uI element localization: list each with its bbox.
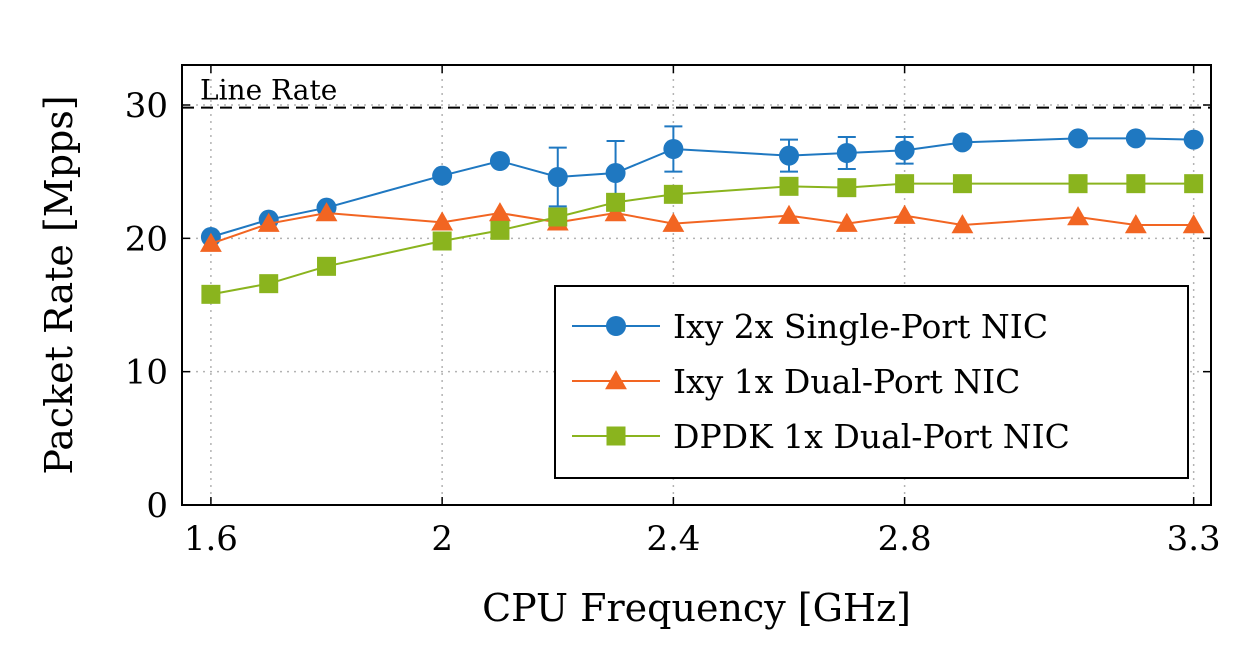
data-point-square [432,231,452,251]
y-tick-label: 20 [125,219,168,259]
data-point-triangle [431,211,454,231]
data-point-square [548,207,568,227]
series-2 [199,202,1205,252]
data-point-triangle [835,212,858,232]
data-point-square [606,192,626,212]
line-rate-label: Line Rate [200,74,337,107]
legend: Ixy 2x Single-Port NIC Ixy 1x Dual-Port N… [554,285,1189,479]
x-tick-label: 2 [431,519,453,559]
data-point-triangle [1067,206,1089,226]
data-point-square [1068,174,1088,194]
data-point-triangle [489,202,511,222]
data-point-circle [663,139,684,159]
x-tick-label: 2.8 [878,519,932,559]
data-point-triangle [662,212,685,232]
data-point-square [837,178,857,198]
data-point-circle [836,143,857,163]
data-point-square [952,174,972,194]
data-point-circle [1068,128,1089,149]
data-point-square [259,274,279,294]
data-point-circle [605,163,626,183]
x-tick-label: 2.4 [646,519,700,559]
data-point-triangle [199,232,222,252]
data-point-square [895,174,915,194]
data-point-triangle [605,370,627,390]
data-point-triangle [257,212,280,232]
data-point-triangle [1182,214,1205,234]
series-1 [200,125,1204,247]
data-point-circle [547,167,568,187]
data-point-circle [894,140,915,161]
y-axis-label: Packet Rate [Mpps] [37,95,81,474]
data-point-square [490,220,510,240]
legend-label: DPDK 1x Dual-Port NIC [673,417,1070,456]
data-point-circle [952,132,973,153]
data-point-square [606,426,626,446]
x-tick-label: 3.3 [1167,519,1221,559]
plot-area-frame [181,64,1212,506]
data-point-square [1184,174,1204,194]
legend-item: Ixy 1x Dual-Port NIC [572,362,1020,401]
data-point-square [663,184,683,204]
data-point-square [317,256,337,276]
x-axis-label: CPU Frequency [GHz] [482,586,911,630]
legend-label: Ixy 1x Dual-Port NIC [673,362,1020,401]
line-rate-reference: Line Rate [182,74,1211,109]
data-point-square [1126,174,1146,194]
data-point-square [779,176,799,196]
data-point-circle [1125,128,1146,149]
y-tick-label: 30 [125,86,168,126]
legend-item: Ixy 2x Single-Port NIC [572,307,1048,346]
data-point-circle [778,145,799,166]
legend-label: Ixy 2x Single-Port NIC [673,307,1048,346]
y-tick-label: 0 [146,486,168,526]
x-tick-label: 1.6 [184,519,238,559]
data-point-square [201,284,221,304]
data-point-circle [606,316,626,336]
data-point-triangle [1124,214,1147,234]
series-3 [201,174,1204,304]
data-point-circle [432,165,453,186]
axis-ticks: 1.6 2 2.4 2.8 3.3 0 10 20 30 [125,65,1221,559]
data-point-triangle [315,202,338,222]
legend-item: DPDK 1x Dual-Port NIC [572,417,1070,456]
data-point-circle [489,151,510,171]
legend-box [554,285,1189,479]
data-point-circle [1183,129,1204,150]
data-point-triangle [951,214,974,234]
data-point-triangle [893,204,916,224]
y-tick-label: 10 [125,353,168,393]
data-point-triangle [778,204,800,224]
data-series [199,125,1205,304]
